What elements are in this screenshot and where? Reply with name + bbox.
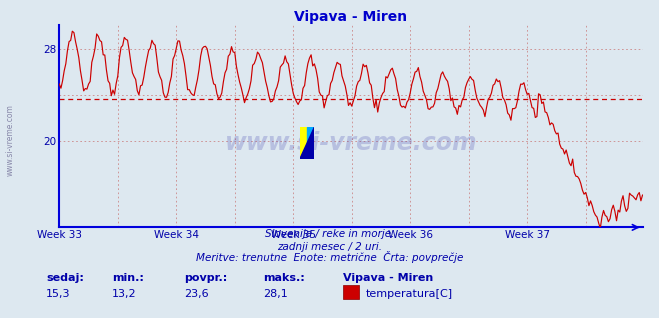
Text: povpr.:: povpr.: bbox=[185, 273, 228, 283]
Text: maks.:: maks.: bbox=[264, 273, 305, 283]
Text: 23,6: 23,6 bbox=[185, 289, 209, 299]
Text: zadnji mesec / 2 uri.: zadnji mesec / 2 uri. bbox=[277, 242, 382, 252]
Text: Meritve: trenutne  Enote: metrične  Črta: povprečje: Meritve: trenutne Enote: metrične Črta: … bbox=[196, 252, 463, 263]
Text: Vipava - Miren: Vipava - Miren bbox=[343, 273, 433, 283]
Text: temperatura[C]: temperatura[C] bbox=[366, 289, 453, 299]
Text: sedaj:: sedaj: bbox=[46, 273, 84, 283]
Polygon shape bbox=[300, 127, 314, 159]
Text: min.:: min.: bbox=[112, 273, 144, 283]
Text: Slovenija / reke in morje.: Slovenija / reke in morje. bbox=[265, 229, 394, 239]
Bar bbox=[307, 127, 314, 159]
Text: www.si-vreme.com: www.si-vreme.com bbox=[5, 104, 14, 176]
Text: 28,1: 28,1 bbox=[264, 289, 289, 299]
Text: 15,3: 15,3 bbox=[46, 289, 71, 299]
Bar bbox=[300, 127, 307, 159]
Title: Vipava - Miren: Vipava - Miren bbox=[295, 10, 407, 24]
Text: 13,2: 13,2 bbox=[112, 289, 136, 299]
Text: www.si-vreme.com: www.si-vreme.com bbox=[225, 131, 477, 155]
